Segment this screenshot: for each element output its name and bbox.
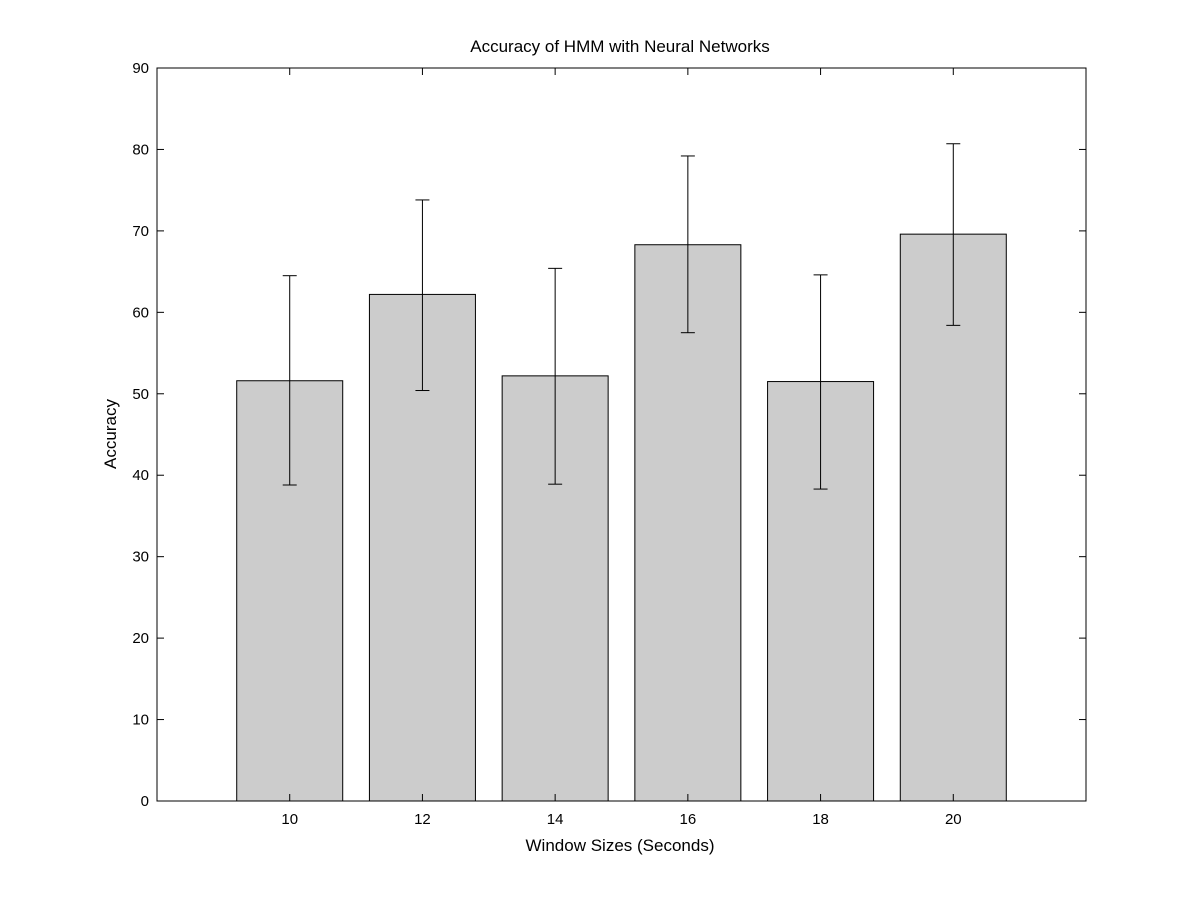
y-tick-label-0: 0 <box>141 793 149 810</box>
y-tick-label-30: 30 <box>132 549 149 566</box>
bar-20 <box>899 233 1007 802</box>
x-tick-label-16: 16 <box>680 811 697 828</box>
x-tick-label-10: 10 <box>281 811 298 828</box>
y-tick-label-50: 50 <box>132 386 149 403</box>
ticks-layer: 10 12 14 16 18 20 0 10 20 30 40 50 60 70 80 90 <box>132 60 1086 828</box>
y-tick-label-90: 90 <box>132 60 149 77</box>
y-axis-label: Accuracy <box>101 399 120 469</box>
y-tick-label-10: 10 <box>132 712 149 729</box>
x-tick-label-12: 12 <box>414 811 431 828</box>
y-tick-label-60: 60 <box>132 304 149 321</box>
x-tick-label-20: 20 <box>945 811 962 828</box>
y-tick-label-80: 80 <box>132 141 149 158</box>
y-tick-label-70: 70 <box>132 223 149 240</box>
x-tick-label-14: 14 <box>547 811 564 828</box>
bars-layer <box>236 233 1007 802</box>
chart-title: Accuracy of HMM with Neural Networks <box>470 37 769 56</box>
bar-16 <box>634 244 742 802</box>
y-tick-label-20: 20 <box>132 630 149 647</box>
error-bars-layer <box>282 143 961 490</box>
plot-frame <box>156 67 1087 802</box>
x-tick-label-18: 18 <box>812 811 829 828</box>
y-tick-label-40: 40 <box>132 467 149 484</box>
x-axis-label: Window Sizes (Seconds) <box>526 836 715 855</box>
